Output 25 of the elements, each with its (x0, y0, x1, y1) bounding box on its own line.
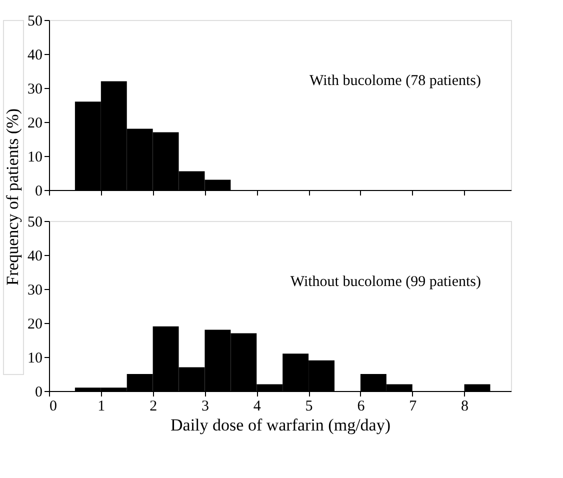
y-tick-label: 30 (28, 282, 42, 298)
y-tick-label: 30 (28, 82, 42, 98)
x-tick-label: 1 (98, 398, 106, 414)
x-tick-label: 8 (461, 398, 469, 414)
y-tick-label: 20 (28, 316, 42, 332)
y-tick-label: 10 (28, 150, 42, 166)
y-axis-title: Frequency of patients (%) (3, 108, 22, 286)
y-tick-label: 0 (35, 184, 42, 200)
y-tick-label: 50 (28, 214, 42, 230)
y-tick-label: 10 (28, 350, 42, 366)
y-tick-label: 40 (28, 48, 42, 64)
y-tick-label: 40 (28, 248, 42, 264)
x-tick-label: 7 (409, 398, 418, 414)
x-tick-label: 6 (357, 398, 366, 414)
x-tick-label: 3 (201, 398, 209, 414)
x-axis-title: Daily dose of warfarin (mg/day) (170, 416, 390, 434)
x-tick-label: 4 (253, 398, 262, 414)
annotation: Without bucolome (99 patients) (290, 274, 481, 290)
x-tick-label: 5 (305, 398, 313, 414)
x-tick-label: 0 (50, 398, 57, 414)
y-tick-label: 0 (35, 384, 42, 400)
y-tick-label: 50 (28, 14, 42, 30)
x-tick-label: 2 (150, 398, 158, 414)
annotation: With bucolome (78 patients) (310, 73, 481, 89)
y-tick-label: 20 (28, 116, 42, 132)
